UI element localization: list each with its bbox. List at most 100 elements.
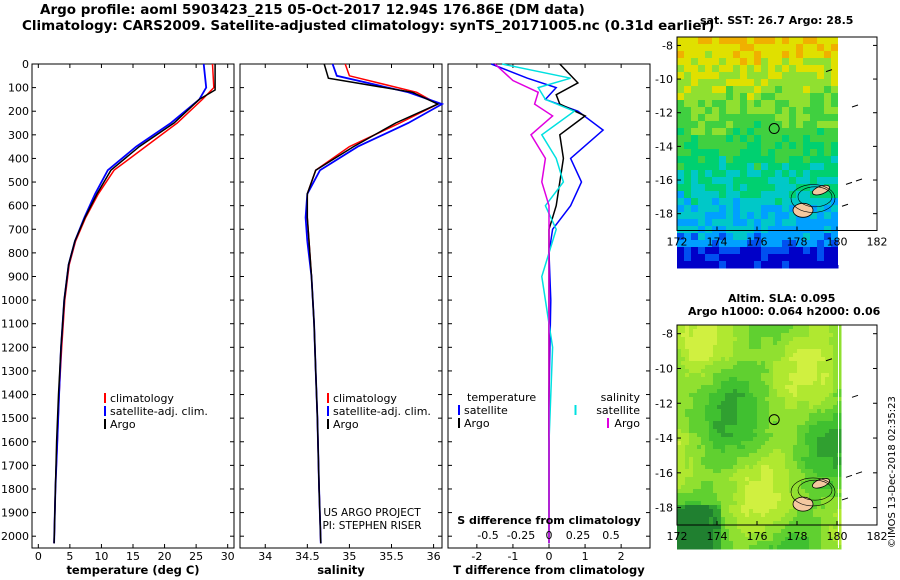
map-cell bbox=[693, 361, 698, 366]
map-cell bbox=[837, 473, 842, 478]
map-cell bbox=[717, 429, 722, 434]
map-cell bbox=[705, 349, 710, 354]
map-cell bbox=[785, 373, 790, 378]
map-cell bbox=[810, 114, 818, 122]
map-cell bbox=[677, 509, 682, 514]
map-cell bbox=[721, 389, 726, 394]
map-cell bbox=[681, 465, 686, 470]
map-cell bbox=[713, 541, 718, 546]
map-cell bbox=[745, 413, 750, 418]
map-cell bbox=[833, 421, 838, 426]
map-cell bbox=[712, 191, 720, 199]
map-cell bbox=[796, 72, 804, 80]
map-cell bbox=[813, 385, 818, 390]
map-cell bbox=[745, 513, 750, 518]
map-cell bbox=[773, 365, 778, 370]
map-cell bbox=[803, 156, 811, 164]
map-cell bbox=[801, 429, 806, 434]
map-cell bbox=[677, 525, 682, 530]
map-cell bbox=[721, 421, 726, 426]
map-cell bbox=[801, 473, 806, 478]
map-xtick-label: 176 bbox=[747, 530, 768, 543]
map-cell bbox=[777, 517, 782, 522]
map-cell bbox=[803, 177, 811, 185]
map-cell bbox=[725, 441, 730, 446]
map-cell bbox=[689, 485, 694, 490]
map-cell bbox=[824, 128, 832, 136]
map-cell bbox=[701, 357, 706, 362]
map-cell bbox=[701, 365, 706, 370]
map-cell bbox=[747, 198, 755, 206]
map-cell bbox=[829, 417, 834, 422]
map-cell bbox=[705, 429, 710, 434]
map-cell bbox=[733, 393, 738, 398]
map-cell bbox=[753, 433, 758, 438]
map-cell bbox=[824, 226, 832, 234]
map-cell bbox=[681, 493, 686, 498]
map-cell bbox=[717, 469, 722, 474]
map-cell bbox=[833, 325, 838, 330]
map-cell bbox=[733, 254, 741, 262]
map-cell bbox=[721, 505, 726, 510]
map-cell bbox=[829, 425, 834, 430]
map-cell bbox=[684, 163, 692, 171]
map-cell bbox=[729, 417, 734, 422]
map-cell bbox=[681, 489, 686, 494]
map-cell bbox=[821, 469, 826, 474]
map-cell bbox=[793, 345, 798, 350]
map-cell bbox=[805, 365, 810, 370]
map-cell bbox=[785, 329, 790, 334]
map-cell bbox=[741, 465, 746, 470]
map-cell bbox=[681, 513, 686, 518]
map-cell bbox=[733, 128, 741, 136]
map-cell bbox=[789, 65, 797, 73]
map-cell bbox=[717, 501, 722, 506]
map-cell bbox=[691, 191, 699, 199]
map-cell bbox=[773, 401, 778, 406]
map-cell bbox=[757, 513, 762, 518]
map-cell bbox=[817, 233, 825, 241]
map-cell bbox=[768, 163, 776, 171]
map-cell bbox=[753, 529, 758, 534]
map-cell bbox=[821, 345, 826, 350]
map-cell bbox=[801, 341, 806, 346]
map-cell bbox=[789, 537, 794, 542]
map-cell bbox=[761, 254, 769, 262]
map-cell bbox=[685, 349, 690, 354]
series-temperature-2 bbox=[53, 64, 216, 544]
map-cell bbox=[677, 365, 682, 370]
map-cell bbox=[677, 100, 685, 108]
map-cell bbox=[825, 545, 830, 550]
reef-marker bbox=[825, 358, 833, 362]
map-cell bbox=[712, 177, 720, 185]
map-cell bbox=[833, 349, 838, 354]
map-cell bbox=[685, 489, 690, 494]
map-cell bbox=[712, 86, 720, 94]
map-cell bbox=[761, 481, 766, 486]
map-cell bbox=[733, 86, 741, 94]
map-cell bbox=[757, 385, 762, 390]
map-cell bbox=[689, 385, 694, 390]
map-cell bbox=[677, 226, 685, 234]
map-cell bbox=[781, 537, 786, 542]
map-cell bbox=[701, 337, 706, 342]
map-cell bbox=[701, 417, 706, 422]
map-cell bbox=[721, 509, 726, 514]
map-cell bbox=[797, 529, 802, 534]
map-cell bbox=[693, 517, 698, 522]
map-cell bbox=[733, 325, 738, 330]
map-cell bbox=[813, 361, 818, 366]
map-cell bbox=[797, 469, 802, 474]
ytick-label: 1600 bbox=[1, 436, 29, 449]
map-cell bbox=[769, 437, 774, 442]
map-cell bbox=[781, 413, 786, 418]
map-cell bbox=[797, 421, 802, 426]
map-cell bbox=[789, 421, 794, 426]
map-cell bbox=[689, 545, 694, 550]
map-cell bbox=[773, 521, 778, 526]
map-cell bbox=[754, 233, 762, 241]
map-cell bbox=[740, 212, 748, 220]
map-cell bbox=[749, 337, 754, 342]
map-cell bbox=[775, 240, 783, 248]
map-cell bbox=[705, 219, 713, 227]
